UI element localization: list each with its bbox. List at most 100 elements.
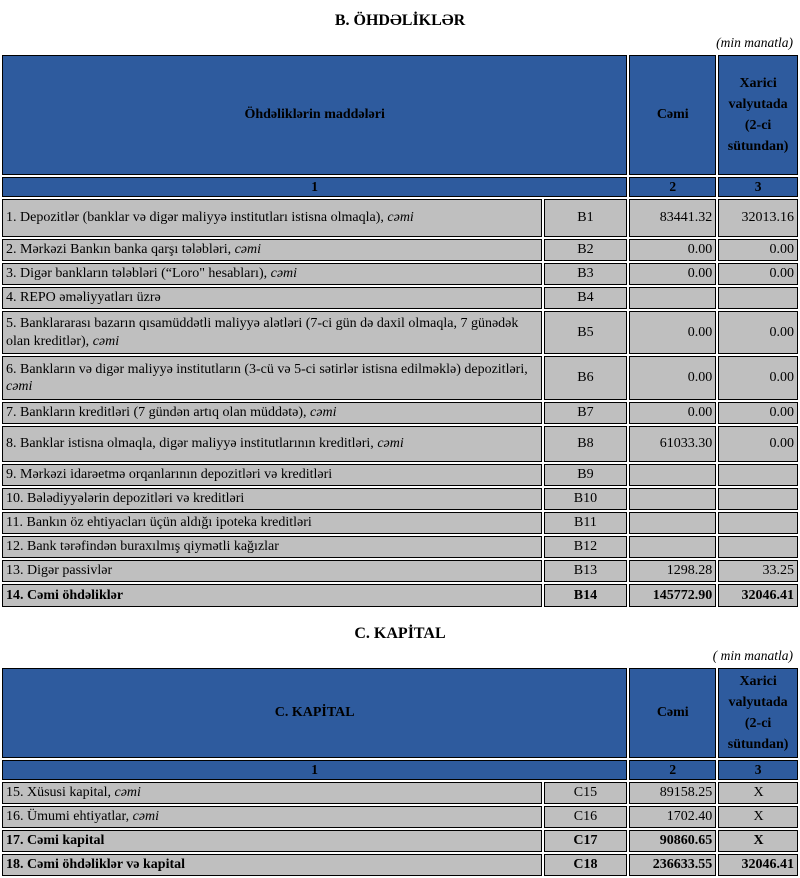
row-total-value — [629, 512, 717, 534]
row-item-label: 6. Bankların və digər maliyyə institutla… — [2, 356, 542, 400]
row-label-text: 8. Banklar istisna olmaqla, digər maliyy… — [6, 436, 378, 452]
col-header-foreign: Xarici valyutada (2-ci sütundan) — [718, 55, 798, 175]
capital-colnum-row: 1 2 3 — [2, 760, 798, 780]
table-row: 4. REPO əməliyyatları üzrə B4 — [2, 287, 798, 309]
table-row: 6. Bankların və digər maliyyə institutla… — [2, 356, 798, 400]
capital-header-row: C. KAPİTAL Cəmi Xarici valyutada (2-ci s… — [2, 668, 798, 758]
row-item-label: 13. Digər passivlər — [2, 560, 542, 582]
col-header-total: Cəmi — [629, 55, 717, 175]
row-foreign-currency-value — [718, 512, 798, 534]
row-code: B8 — [543, 426, 628, 462]
row-total-value — [629, 536, 717, 558]
row-code: B6 — [543, 356, 628, 400]
row-label-italic-suffix: cəmi — [377, 436, 404, 452]
row-total-value — [629, 287, 717, 309]
table-row: 16. Ümumi ehtiyatlar, cəmi C16 1702.40 X — [2, 806, 798, 828]
row-label-text: 3. Digər bankların tələbləri (“Loro" hes… — [6, 266, 271, 282]
row-total-value: 0.00 — [629, 239, 717, 261]
row-label-text: 14. Cəmi öhdəliklər — [6, 587, 124, 603]
row-foreign-currency-value: 32046.41 — [718, 584, 798, 607]
row-code: C16 — [543, 806, 628, 828]
row-foreign-currency-value: 32046.41 — [718, 854, 798, 876]
row-item-label: 10. Bələdiyyələrin depozitləri və kredit… — [2, 488, 542, 510]
row-code: B13 — [543, 560, 628, 582]
col-header-foreign-c: Xarici valyutada (2-ci sütundan) — [718, 668, 798, 758]
row-foreign-currency-value: X — [718, 806, 798, 828]
row-foreign-currency-value — [718, 287, 798, 309]
row-label-text: 1. Depozitlər (banklar və digər maliyyə … — [6, 210, 388, 226]
row-item-label: 1. Depozitlər (banklar və digər maliyyə … — [2, 199, 542, 237]
row-label-italic-suffix: cəmi — [234, 242, 262, 258]
row-item-label: 17. Cəmi kapital — [2, 830, 542, 852]
row-total-value: 1702.40 — [629, 806, 717, 828]
row-item-label: 15. Xüsusi kapital, cəmi — [2, 782, 542, 804]
row-label-text: 2. Mərkəzi Bankın banka qarşı tələbləri, — [6, 242, 235, 258]
table-row: 13. Digər passivlər B13 1298.28 33.25 — [2, 560, 798, 582]
table-row: 10. Bələdiyyələrin depozitləri və kredit… — [2, 488, 798, 510]
col-header-capital: C. KAPİTAL — [2, 668, 628, 758]
colnum-1: 1 — [2, 177, 628, 197]
row-label-italic-suffix: cəmi — [6, 379, 33, 394]
row-label-text: 15. Xüsusi kapital, — [6, 785, 115, 801]
row-label-text: 16. Ümumi ehtiyatlar, — [6, 809, 133, 825]
row-total-value: 0.00 — [629, 263, 717, 285]
row-foreign-currency-value: 0.00 — [718, 263, 798, 285]
colnum-2: 2 — [629, 177, 717, 197]
row-item-label: 4. REPO əməliyyatları üzrə — [2, 287, 542, 309]
row-label-text: 10. Bələdiyyələrin depozitləri və kredit… — [6, 491, 245, 507]
liabilities-table-body: 1. Depozitlər (banklar və digər maliyyə … — [2, 199, 798, 607]
row-total-value: 90860.65 — [629, 830, 717, 852]
row-item-label: 2. Mərkəzi Bankın banka qarşı tələbləri,… — [2, 239, 542, 261]
row-code: C15 — [543, 782, 628, 804]
row-foreign-currency-value — [718, 464, 798, 486]
col-header-items: Öhdəliklərin maddələri — [2, 55, 628, 175]
row-label-text: 11. Bankın öz ehtiyacları üçün aldığı ip… — [6, 515, 312, 531]
row-label-text: 18. Cəmi öhdəliklər və kapital — [6, 857, 186, 873]
unit-note-c: ( min manatla) — [712, 648, 793, 663]
row-label-text: 12. Bank tərəfindən buraxılmış qiymətli … — [6, 539, 279, 555]
liabilities-colnum-row: 1 2 3 — [2, 177, 798, 197]
row-code: B10 — [543, 488, 628, 510]
section-c-title: C. KAPİTAL — [354, 625, 446, 642]
row-item-label: 14. Cəmi öhdəliklər — [2, 584, 542, 607]
row-total-value: 89158.25 — [629, 782, 717, 804]
row-total-value: 0.00 — [629, 311, 717, 354]
row-label-text: 7. Bankların kreditləri (7 gündən artıq … — [6, 405, 311, 421]
table-row: 12. Bank tərəfindən buraxılmış qiymətli … — [2, 536, 798, 558]
section-b-title: B. ÖHDƏLİKLƏR — [334, 12, 466, 29]
row-label-text: 9. Mərkəzi idarəetmə orqanlarının depozi… — [6, 467, 333, 483]
capital-table: C. KAPİTAL Cəmi Xarici valyutada (2-ci s… — [0, 666, 800, 878]
row-foreign-currency-value — [718, 488, 798, 510]
row-item-label: 11. Bankın öz ehtiyacları üçün aldığı ip… — [2, 512, 542, 534]
row-code: B7 — [543, 402, 628, 424]
row-code: B11 — [543, 512, 628, 534]
row-item-label: 18. Cəmi öhdəliklər və kapital — [2, 854, 542, 876]
row-item-label: 7. Bankların kreditləri (7 gündən artıq … — [2, 402, 542, 424]
row-label-italic-suffix: cəmi — [114, 785, 141, 801]
table-row: 17. Cəmi kapital C17 90860.65 X — [2, 830, 798, 852]
liabilities-header-row: Öhdəliklərin maddələri Cəmi Xarici valyu… — [2, 55, 798, 175]
table-row: 9. Mərkəzi idarəetmə orqanlarının depozi… — [2, 464, 798, 486]
table-row: 15. Xüsusi kapital, cəmi C15 89158.25 X — [2, 782, 798, 804]
table-row: 8. Banklar istisna olmaqla, digər maliyy… — [2, 426, 798, 462]
row-item-label: 12. Bank tərəfindən buraxılmış qiymətli … — [2, 536, 542, 558]
row-foreign-currency-value: X — [718, 782, 798, 804]
row-total-value: 0.00 — [629, 402, 717, 424]
row-label-italic-suffix: cəmi — [92, 333, 120, 349]
row-total-value: 83441.32 — [629, 199, 717, 237]
colnum-3c: 3 — [718, 760, 798, 780]
table-row: 7. Bankların kreditləri (7 gündən artıq … — [2, 402, 798, 424]
row-code: B12 — [543, 536, 628, 558]
table-row: 18. Cəmi öhdəliklər və kapital C18 236633.… — [2, 854, 798, 876]
row-total-value — [629, 464, 717, 486]
row-foreign-currency-value: 0.00 — [718, 402, 798, 424]
row-foreign-currency-value: 32013.16 — [718, 199, 798, 237]
row-label-italic-suffix: cəmi — [387, 210, 414, 226]
row-foreign-currency-value — [718, 536, 798, 558]
row-label-italic-suffix: cəmi — [270, 266, 298, 282]
section-liabilities: B. ÖHDƏLİKLƏR (min manatla) Öhdəliklərin… — [2, 12, 798, 607]
capital-table-body: 15. Xüsusi kapital, cəmi C15 89158.25 X 16. … — [2, 782, 798, 876]
table-row: 1. Depozitlər (banklar və digər maliyyə … — [2, 199, 798, 237]
table-row: 5. Banklararası bazarın qısamüddətli mal… — [2, 311, 798, 354]
